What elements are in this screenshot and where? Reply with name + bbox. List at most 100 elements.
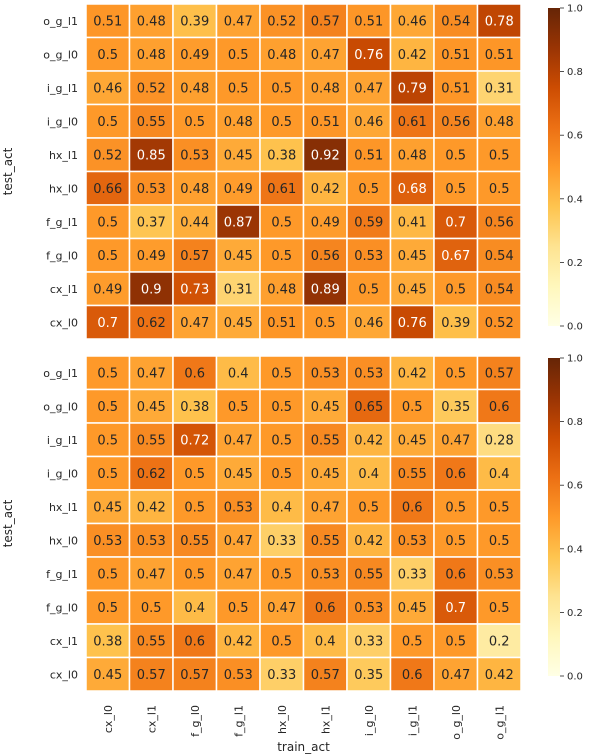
cell-value-label: 0.49 xyxy=(180,48,209,63)
heatmap-cell xyxy=(389,422,435,458)
cell-value-label: 0.45 xyxy=(137,400,166,415)
y-tick-label: f_g_l0 xyxy=(46,601,78,614)
cell-value-label: 0.5 xyxy=(358,182,379,197)
cell-value-label: 0.51 xyxy=(354,14,383,29)
heatmap-cell xyxy=(172,422,218,458)
heatmap-cell xyxy=(389,237,435,273)
cell-value-label: 0.5 xyxy=(271,634,292,649)
heatmap-cell xyxy=(128,656,174,692)
x-tick-label: o_g_l1 xyxy=(493,705,506,740)
cell-value-label: 0.38 xyxy=(180,400,209,415)
heatmap-cell xyxy=(128,70,174,106)
cell-value-label: 0.5 xyxy=(445,534,466,549)
heatmap-cell xyxy=(346,237,392,273)
x-tick-label: f_g_l1 xyxy=(232,705,245,737)
heatmap-cell xyxy=(128,137,174,173)
cell-value-label: 0.6 xyxy=(402,668,423,683)
heatmap-cell xyxy=(172,70,218,106)
cell-value-label: 0.61 xyxy=(398,115,427,130)
heatmap-cell xyxy=(172,170,218,206)
heatmap-cell xyxy=(302,304,348,340)
cell-value-label: 0.47 xyxy=(137,366,166,381)
cell-value-label: 0.68 xyxy=(398,182,427,197)
cell-value-label: 0.4 xyxy=(358,467,379,482)
cell-value-label: 0.51 xyxy=(267,316,296,331)
heatmap-cell xyxy=(302,522,348,558)
cell-value-label: 0.47 xyxy=(224,14,253,29)
y-tick-label: o_g_l1 xyxy=(43,367,78,380)
cell-value-label: 0.48 xyxy=(485,115,514,130)
cell-value-label: 0.5 xyxy=(271,81,292,96)
heatmap-cell xyxy=(433,556,479,592)
cell-value-label: 0.51 xyxy=(441,81,470,96)
cell-value-label: 0.42 xyxy=(137,500,166,515)
cell-value-label: 0.48 xyxy=(267,282,296,297)
cell-value-label: 0.47 xyxy=(180,316,209,331)
heatmap-cell xyxy=(172,304,218,340)
cell-value-label: 0.5 xyxy=(445,500,466,515)
cell-value-label: 0.5 xyxy=(271,215,292,230)
heatmap-cell xyxy=(172,656,218,692)
heatmap-cell xyxy=(433,422,479,458)
cell-value-label: 0.5 xyxy=(445,366,466,381)
cell-value-label: 0.55 xyxy=(354,567,383,582)
heatmap-cell xyxy=(302,3,348,39)
cell-value-label: 0.6 xyxy=(184,634,205,649)
colorbar-tick-label: 0.4 xyxy=(567,194,583,205)
cell-value-label: 0.47 xyxy=(441,668,470,683)
heatmap-cell xyxy=(215,36,261,72)
cell-value-label: 0.5 xyxy=(97,601,118,616)
cell-value-label: 0.57 xyxy=(180,668,209,683)
y-tick-label: o_g_l0 xyxy=(43,400,78,413)
heatmap-cell xyxy=(215,170,261,206)
cell-value-label: 0.53 xyxy=(137,182,166,197)
heatmap-cell xyxy=(476,237,522,273)
heatmap-panel-2: 0.5 0.47 0.6 0.4 0.5 0.53 0.53 0.42 0.5 0.57 0.5 0.… xyxy=(1,354,583,755)
cell-value-label: 0.56 xyxy=(485,215,514,230)
heatmap-cell xyxy=(476,589,522,625)
heatmap-cell xyxy=(302,489,348,525)
cell-value-label: 0.35 xyxy=(354,668,383,683)
cell-value-label: 0.45 xyxy=(311,400,340,415)
cell-value-label: 0.65 xyxy=(354,400,383,415)
cell-value-label: 0.49 xyxy=(93,282,122,297)
heatmap-cell xyxy=(85,170,131,206)
heatmap-cell xyxy=(128,589,174,625)
cell-value-label: 0.54 xyxy=(485,249,514,264)
cell-value-label: 0.35 xyxy=(441,400,470,415)
cell-value-label: 0.5 xyxy=(228,81,249,96)
x-tick-label: cx_l1 xyxy=(145,705,158,733)
x-tick-label: o_g_l0 xyxy=(450,705,463,740)
cell-value-label: 0.37 xyxy=(137,215,166,230)
cell-value-label: 0.55 xyxy=(180,534,209,549)
cell-value-label: 0.51 xyxy=(441,48,470,63)
cell-value-label: 0.53 xyxy=(354,366,383,381)
cell-value-label: 0.85 xyxy=(137,148,166,163)
cell-value-label: 0.5 xyxy=(97,215,118,230)
heatmap-cell xyxy=(259,237,305,273)
cell-value-label: 0.52 xyxy=(485,316,514,331)
cell-value-label: 0.33 xyxy=(398,567,427,582)
cell-value-label: 0.44 xyxy=(180,215,209,230)
heatmap-cell xyxy=(128,388,174,424)
cell-value-label: 0.5 xyxy=(184,500,205,515)
cell-value-label: 0.47 xyxy=(137,567,166,582)
cell-value-label: 0.53 xyxy=(485,567,514,582)
cell-value-label: 0.53 xyxy=(398,534,427,549)
cell-value-label: 0.5 xyxy=(402,400,423,415)
heatmap-cell xyxy=(476,204,522,240)
cell-value-label: 0.59 xyxy=(354,215,383,230)
cell-value-label: 0.42 xyxy=(224,634,253,649)
x-tick-label: i_g_l0 xyxy=(363,705,376,736)
cell-value-label: 0.47 xyxy=(224,534,253,549)
colorbar-tick-label: 0.8 xyxy=(567,417,583,428)
cell-value-label: 0.55 xyxy=(398,467,427,482)
cell-value-label: 0.55 xyxy=(137,115,166,130)
cell-value-label: 0.57 xyxy=(485,366,514,381)
colorbar-tick-label: 0.2 xyxy=(567,258,583,269)
cell-value-label: 0.5 xyxy=(358,282,379,297)
heatmap-cell xyxy=(128,522,174,558)
y-tick-label: hx_l1 xyxy=(49,501,78,514)
heatmap-cell xyxy=(85,204,131,240)
cell-value-label: 0.45 xyxy=(224,467,253,482)
